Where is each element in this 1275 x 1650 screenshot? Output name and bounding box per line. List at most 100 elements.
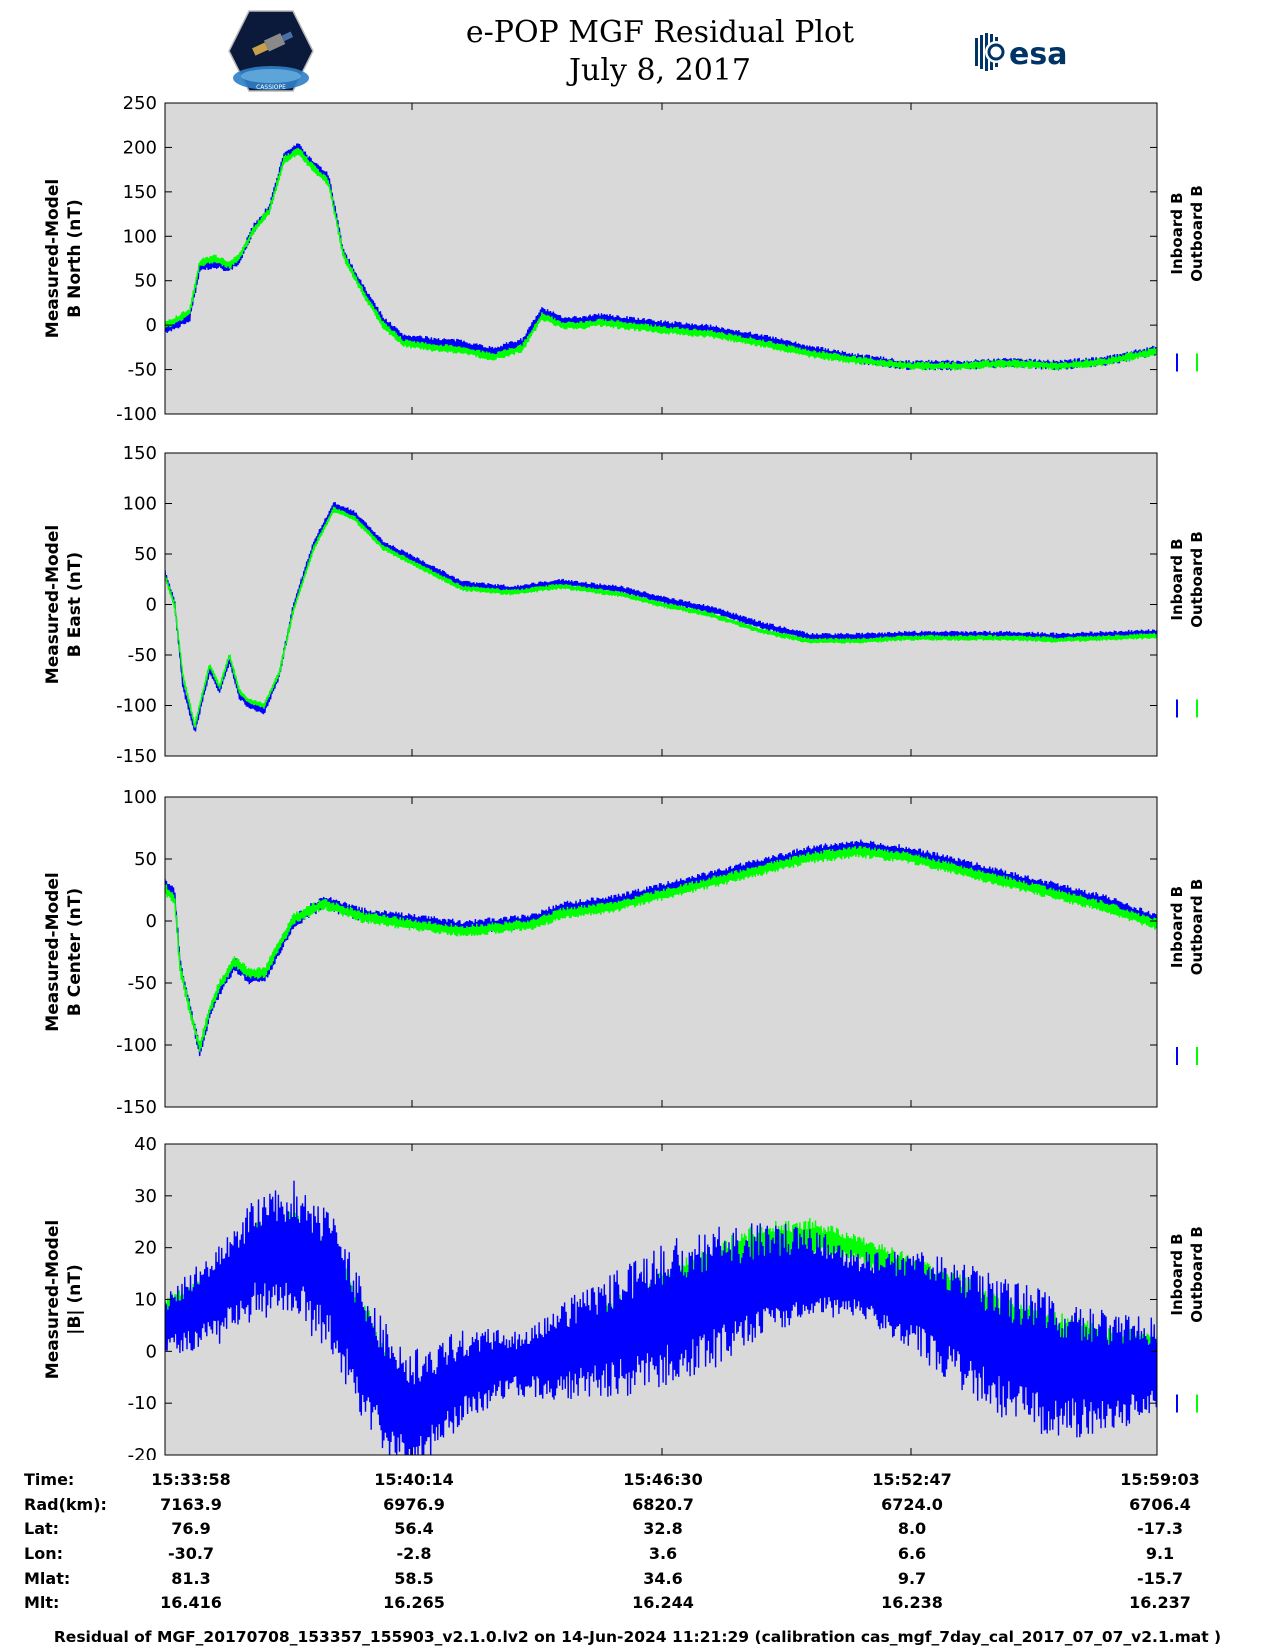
footer-caption: Residual of MGF_20170708_153357_155903_v…: [53, 1628, 1222, 1646]
y-axis-label: Measured-Model B East (nT): [43, 525, 85, 684]
ephemeris-column: 15:33:58 7163.9 76.9 -30.7 81.3 16.416: [91, 1468, 291, 1616]
ephemeris-label: Mlat:: [24, 1568, 71, 1588]
y-axis-label-line: B Center (nT): [65, 888, 85, 1016]
y-tick-label: 200: [123, 137, 157, 158]
y-tick-label: 250: [123, 93, 157, 114]
series-line: [165, 506, 1157, 729]
ephemeris-value: 9.1: [1145, 1544, 1175, 1564]
ephemeris-value: 15:52:47: [872, 1470, 952, 1489]
ephemeris-label: Lon:: [24, 1544, 63, 1564]
legend-label: Inboard B: [1168, 192, 1186, 274]
ephemeris-value: 3.6: [648, 1544, 678, 1564]
plot-date: July 8, 2017: [569, 53, 751, 88]
y-axis-label-line: Measured-Model: [43, 1220, 63, 1379]
plot-area: [165, 797, 1157, 1107]
ephemeris-label: Time:: [24, 1470, 75, 1489]
series-line: [165, 845, 1157, 1052]
ephemeris-value: 9.7: [897, 1568, 927, 1588]
ephemeris-value: 32.8: [643, 1519, 683, 1539]
y-tick-label: 0: [146, 1341, 157, 1362]
ephemeris-value: 15:46:30: [623, 1470, 703, 1489]
y-tick-label: 0: [146, 911, 157, 932]
y-tick-label: 0: [146, 595, 157, 616]
y-tick-label: 50: [134, 849, 157, 870]
ephemeris-label: Rad(km):: [24, 1494, 107, 1514]
y-tick-label: 20: [134, 1238, 157, 1259]
y-axis-label-line: B East (nT): [65, 552, 85, 657]
y-tick-label: 30: [134, 1186, 157, 1207]
legend-label: Outboard B: [1188, 879, 1206, 976]
cassiope-logo: CASSIOPE: [228, 10, 314, 92]
y-tick-label: -100: [116, 404, 157, 425]
ephemeris-label: Mlt:: [24, 1593, 60, 1613]
legend-label: Outboard B: [1188, 185, 1206, 282]
ephemeris-value: 34.6: [643, 1568, 683, 1588]
y-tick-label: 50: [134, 271, 157, 292]
ephemeris-value: 76.9: [171, 1519, 211, 1539]
legend-label: Inboard B: [1168, 1233, 1186, 1315]
y-tick-label: -150: [116, 746, 157, 767]
ephemeris-value: 15:59:03: [1120, 1470, 1200, 1489]
y-tick-label: 100: [123, 787, 157, 808]
ephemeris-column: 15:40:14 6976.9 56.4 -2.8 58.5 16.265: [314, 1468, 514, 1616]
y-tick-label: -50: [128, 360, 157, 381]
esa-logo: esa: [975, 33, 1067, 72]
ephemeris-labels: Time: Rad(km): Lat: Lon: Mlat: Mlt:: [24, 1468, 107, 1616]
ephemeris-value: 6.6: [897, 1544, 927, 1564]
y-axis-label: Measured-Model |B| (nT): [43, 1220, 85, 1379]
ephemeris-value: -17.3: [1136, 1519, 1184, 1539]
ephemeris-value: -15.7: [1136, 1568, 1184, 1588]
ephemeris-value: 16.265: [383, 1593, 445, 1613]
ephemeris-value: 16.244: [632, 1593, 694, 1613]
series-line: [165, 147, 1157, 371]
plot-area: [165, 103, 1157, 414]
y-tick-label: 100: [123, 494, 157, 515]
y-tick-label: -50: [128, 645, 157, 666]
y-tick-label: -20: [128, 1445, 157, 1460]
ephemeris-value: 7163.9: [160, 1494, 222, 1514]
series-line: [165, 1180, 1157, 1455]
y-axis-label-line: Measured-Model: [43, 872, 63, 1031]
y-tick-label: 50: [134, 544, 157, 565]
legend-label: Inboard B: [1168, 886, 1186, 968]
ephemeris-value: 16.238: [881, 1593, 943, 1613]
y-tick-label: 100: [123, 226, 157, 247]
chart-panel: -100 -50 0 50 100 150 200 250 Measured-Model B No…: [43, 93, 1206, 425]
legend-label: Outboard B: [1188, 1226, 1206, 1323]
ephemeris-value: -30.7: [167, 1544, 215, 1564]
y-axis-label-line: Measured-Model: [43, 179, 63, 338]
title-block: e-POP MGF Residual Plot July 8, 2017: [380, 14, 940, 90]
y-tick-label: -100: [116, 1035, 157, 1056]
ephemeris-value: 6706.4: [1129, 1494, 1191, 1514]
ephemeris-value: 8.0: [897, 1519, 927, 1539]
chart-panel: -150 -100 -50 0 50 100 150 Measured-Model B East…: [43, 443, 1206, 767]
ephemeris-value: 15:33:58: [151, 1470, 231, 1489]
ephemeris-value: -2.8: [396, 1544, 432, 1564]
plot-frame: [164, 102, 1158, 415]
ephemeris-column: 15:52:47 6724.0 8.0 6.6 9.7 16.238: [812, 1468, 1012, 1616]
ephemeris-value: 16.416: [160, 1593, 222, 1613]
ephemeris-value: 6724.0: [881, 1494, 943, 1514]
y-tick-label: -50: [128, 973, 157, 994]
y-tick-label: -10: [128, 1393, 157, 1414]
y-axis-label-line: B North (nT): [65, 199, 85, 318]
plot-frame: [164, 796, 1158, 1108]
ephemeris-label: Lat:: [24, 1519, 60, 1539]
y-axis-label: Measured-Model B Center (nT): [43, 872, 85, 1031]
ephemeris-value: 56.4: [394, 1519, 434, 1539]
ephemeris-value: 15:40:14: [374, 1470, 454, 1489]
chart-panel: -20 -10 0 10 20 30 40 Measured-Model |B| (nT) Inb…: [43, 1134, 1206, 1460]
y-tick-label: -100: [116, 696, 157, 717]
ephemeris-column: 15:59:03 6706.4 -17.3 9.1 -15.7 16.237: [1060, 1468, 1260, 1616]
y-tick-label: 40: [134, 1134, 157, 1155]
plot-title: e-POP MGF Residual Plot: [465, 15, 855, 50]
y-tick-label: -150: [116, 1097, 157, 1118]
ephemeris-value: 16.237: [1129, 1593, 1191, 1613]
esa-logo-text: esa: [1009, 37, 1067, 72]
y-tick-label: 150: [123, 443, 157, 464]
y-axis-label-line: |B| (nT): [65, 1264, 85, 1335]
chart-panel: -150 -100 -50 0 50 100 Measured-Model B Center …: [43, 787, 1206, 1118]
ephemeris-value: 58.5: [394, 1568, 434, 1588]
ephemeris-value: 6820.7: [632, 1494, 694, 1514]
y-tick-label: 10: [134, 1290, 157, 1311]
